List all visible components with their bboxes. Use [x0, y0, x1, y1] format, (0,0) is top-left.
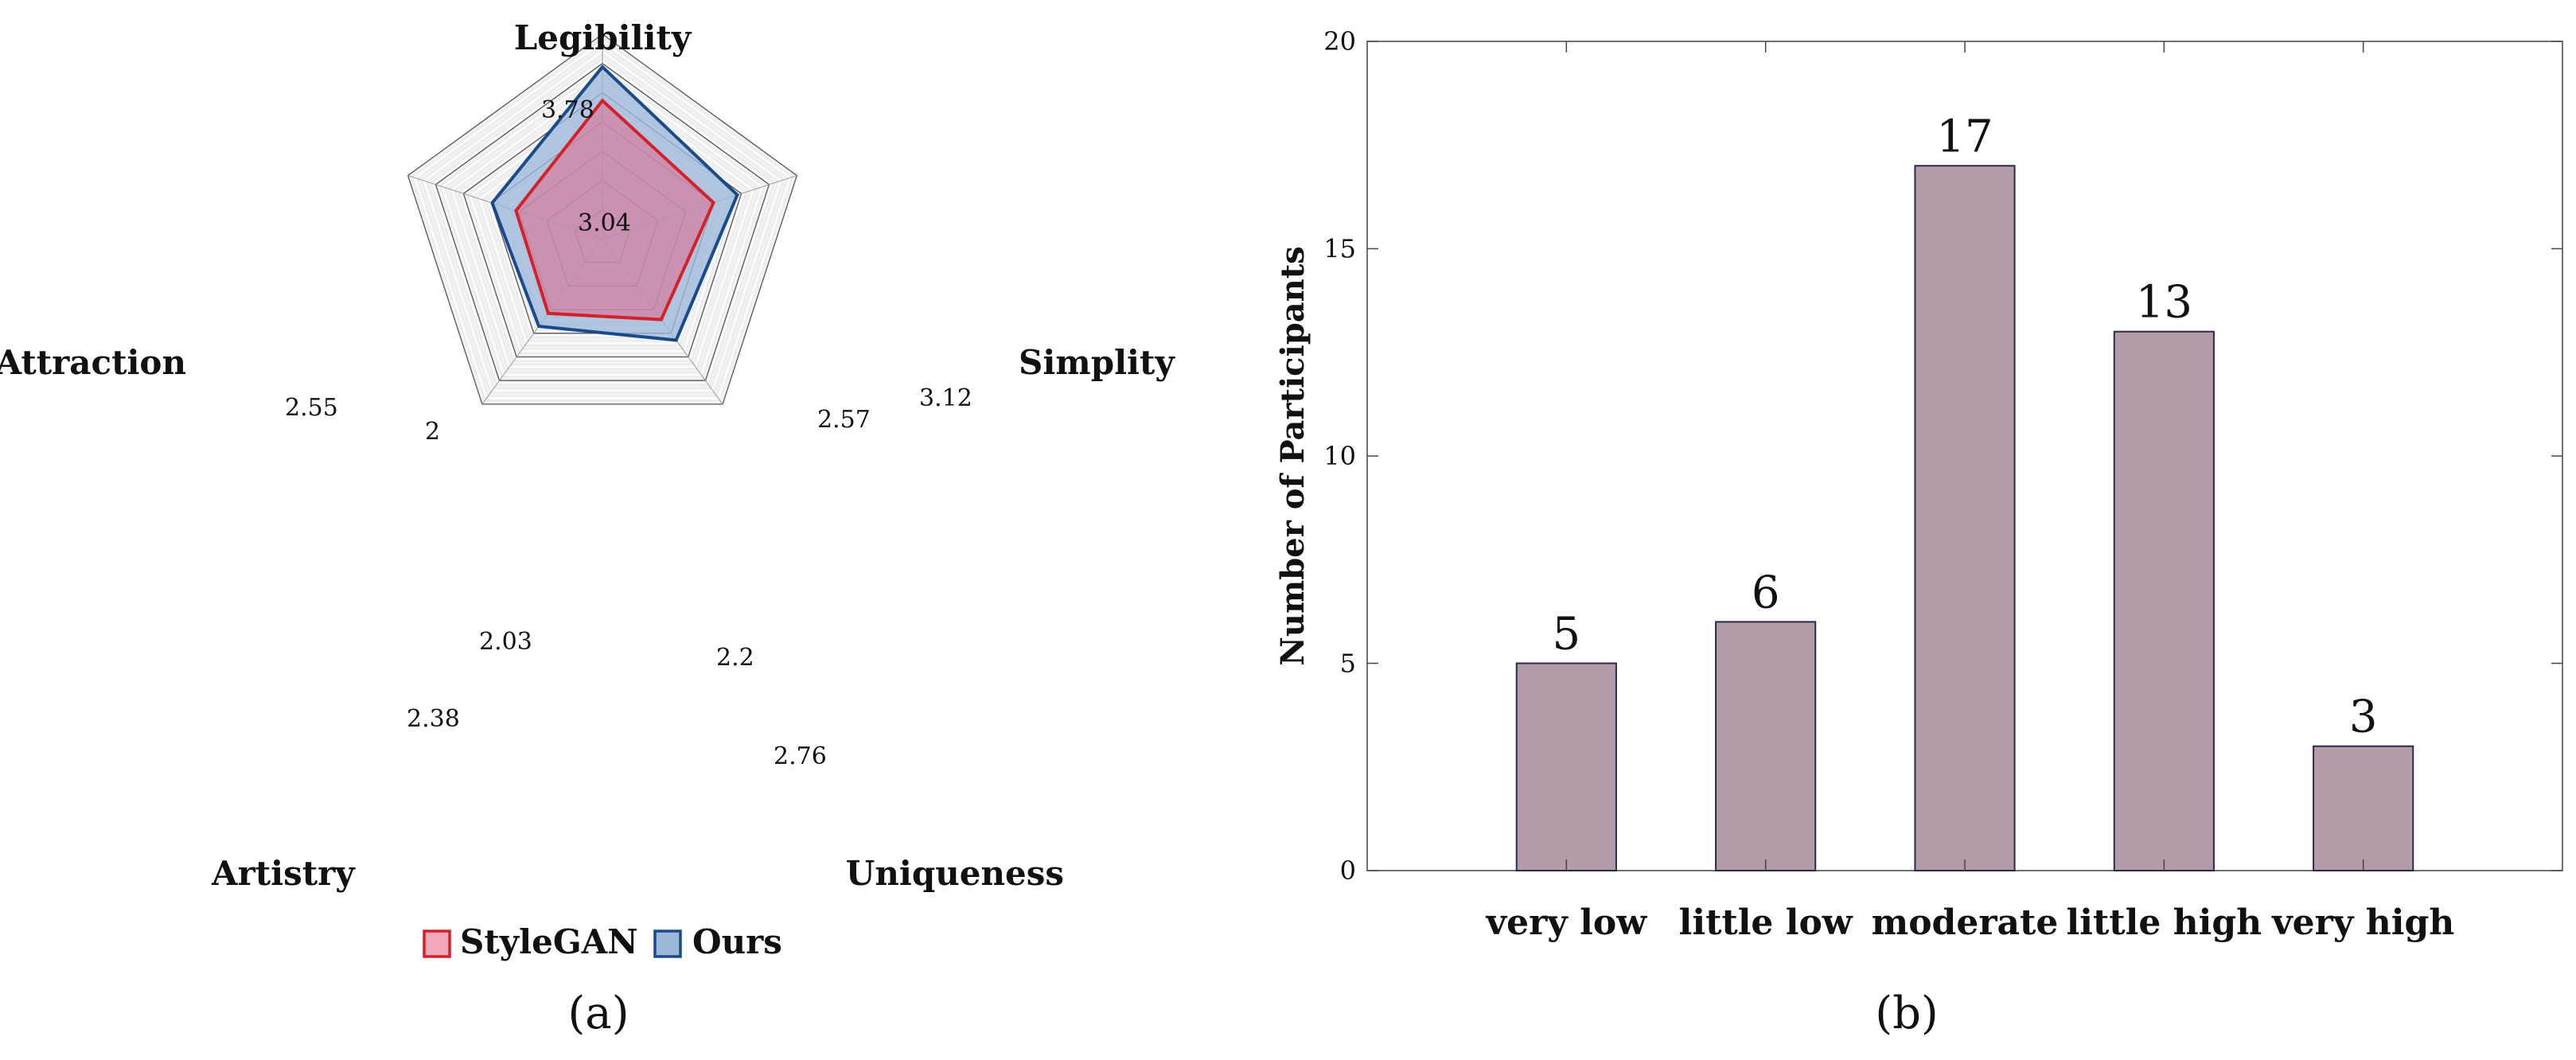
bar-little-high — [2113, 330, 2215, 871]
bar-data-labels: 5 6 17 13 3 — [1553, 111, 2378, 742]
x-tick-label-moderate: moderate — [1872, 902, 2059, 943]
bar-data-label-little-high: 13 — [2136, 277, 2192, 329]
x-tick-label-little-high: little high — [2067, 902, 2262, 943]
bar-data-label-very-high: 3 — [2349, 692, 2378, 743]
x-tick-label-very-low: very low — [1486, 902, 1648, 943]
y-axis-label: Number of Participants — [1274, 246, 1311, 665]
value-label-ours-legibility: 3.78 — [541, 96, 594, 124]
y-tick-label: 10 — [1323, 441, 1356, 471]
y-axis-ticks: 0 5 10 15 20 — [1323, 26, 2562, 886]
legend-label-ours: Ours — [692, 922, 782, 961]
value-label-stylegan-artistry: 2.03 — [479, 628, 532, 656]
axis-label-artistry: Artistry — [211, 854, 356, 893]
legend-swatch-ours — [653, 929, 682, 958]
axis-label-uniqueness: Uniqueness — [846, 854, 1064, 893]
x-tick-label-very-high: very high — [2271, 902, 2454, 943]
legend-swatch-stylegan — [423, 929, 451, 958]
y-tick-label: 15 — [1323, 234, 1356, 264]
bar-data-label-little-low: 6 — [1752, 567, 1780, 618]
axis-label-simplity: Simplity — [1019, 343, 1175, 382]
axis-label-attraction: Attraction — [0, 343, 186, 382]
value-label-ours-artistry: 2.38 — [407, 705, 460, 733]
x-axis-tick-labels: very low little low moderate little high ver… — [1486, 41, 2454, 943]
bar-data-label-very-low: 5 — [1553, 609, 1581, 661]
x-tick-label-little-low: little low — [1679, 902, 1853, 943]
radar-value-labels: 3.04 3.78 2.57 3.12 2.2 2.76 2.03 2.38 2 2.55 — [285, 96, 972, 770]
value-label-ours-uniqueness: 2.76 — [774, 742, 827, 770]
y-tick-label: 5 — [1340, 649, 1356, 679]
bar-little-low — [1715, 621, 1817, 872]
value-label-ours-attraction: 2.55 — [285, 394, 338, 422]
bar-very-low — [1515, 662, 1617, 871]
value-label-stylegan-attraction: 2 — [425, 418, 440, 446]
bar-very-high — [2313, 745, 2414, 872]
y-tick-label: 0 — [1340, 855, 1356, 886]
value-label-stylegan-uniqueness: 2.2 — [716, 644, 754, 672]
bar-moderate — [1914, 165, 2016, 872]
panel-label-a: (a) — [567, 988, 629, 1039]
radar-ring — [435, 62, 770, 381]
radar-chart: 3.04 3.78 2.57 3.12 2.2 2.76 2.03 2.38 2 2.55 Leg… — [0, 18, 1175, 1039]
value-label-stylegan-legibility: 3.04 — [578, 209, 631, 237]
series-stylegan-polygon — [514, 98, 716, 322]
bar-data-label-moderate: 17 — [1936, 111, 1993, 162]
radar-ring — [407, 33, 798, 405]
bars — [1515, 165, 2414, 872]
axis-label-legibility: Legibility — [514, 18, 692, 57]
value-label-stylegan-simplity: 2.57 — [817, 406, 871, 434]
y-tick-label: 20 — [1323, 26, 1356, 57]
legend: StyleGAN Ours — [423, 922, 782, 961]
legend-label-stylegan: StyleGAN — [460, 922, 638, 961]
panel-label-b: (b) — [1875, 988, 1939, 1039]
bar-chart: 0 5 10 15 20 5 6 17 13 3 very low little low moder… — [1274, 26, 2563, 1039]
radar-axis-labels: Legibility Simplity Uniqueness Artistry Attr… — [0, 18, 1175, 893]
value-label-ours-simplity: 3.12 — [919, 384, 972, 412]
